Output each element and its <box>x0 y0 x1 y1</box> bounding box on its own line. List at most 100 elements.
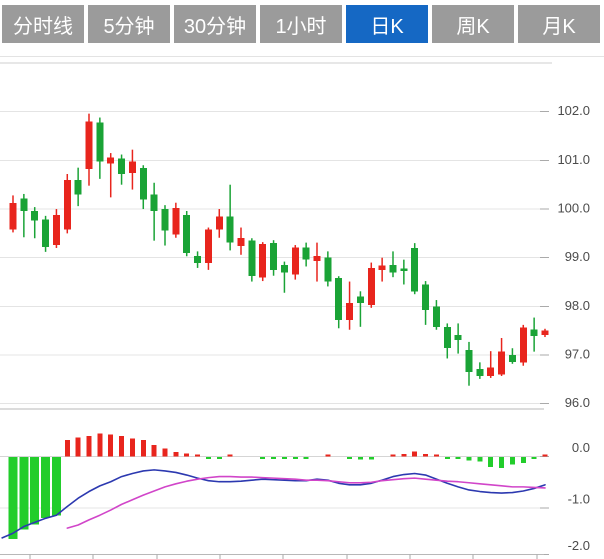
candle-down <box>248 240 256 277</box>
macd-histogram-bar-down <box>51 457 61 516</box>
candle-up <box>9 203 17 230</box>
macd-axis-label: -1.0 <box>568 491 590 506</box>
macd-histogram-bar-down <box>271 457 277 459</box>
price-axis-label: 96.0 <box>565 395 590 410</box>
candle-up <box>291 247 299 275</box>
candle-down <box>183 214 191 253</box>
price-axis-label: 100.0 <box>557 200 590 215</box>
macd-axis-label: -2.0 <box>568 538 590 553</box>
macd-histogram-bar-down <box>303 457 309 459</box>
macd-histogram-bar-down <box>260 457 266 459</box>
candle-down <box>118 158 126 174</box>
candle-up <box>346 302 354 321</box>
macd-histogram-bar-down <box>205 457 211 459</box>
price-axis-label: 97.0 <box>565 346 590 361</box>
macd-histogram-bar-up <box>412 451 418 457</box>
macd-histogram-bar-down <box>8 457 18 539</box>
macd-histogram-bar-down <box>531 457 537 459</box>
macd-histogram-bar-up <box>140 440 146 457</box>
macd-histogram-bar-up <box>173 451 179 457</box>
candle-down <box>96 122 104 162</box>
candle-down <box>476 369 484 376</box>
candle-down <box>454 335 462 340</box>
candle-up <box>259 244 267 278</box>
candle-down <box>356 296 364 303</box>
candle-down <box>411 247 419 292</box>
macd-histogram-bar-down <box>216 457 222 459</box>
macd-histogram-bar-up <box>433 454 439 457</box>
macd-histogram-bar-up <box>390 454 396 457</box>
macd-histogram-bar-down <box>30 457 40 525</box>
tab-1hour[interactable]: 1小时 <box>260 5 342 43</box>
candle-down <box>161 209 169 231</box>
tab-daily-k[interactable]: 日K <box>346 5 428 43</box>
macd-histogram-bar-down <box>19 457 29 530</box>
price-axis-label: 102.0 <box>557 103 590 118</box>
candle-up <box>52 214 60 246</box>
candle-down <box>422 284 430 310</box>
price-axis-label: 99.0 <box>565 249 590 264</box>
candle-up <box>204 229 212 264</box>
price-axis-label: 98.0 <box>565 298 590 313</box>
macd-histogram-bar-down <box>509 457 515 465</box>
macd-histogram-bar-up <box>227 454 233 457</box>
tab-monthly-k[interactable]: 月K <box>518 5 600 43</box>
candle-down <box>335 278 343 321</box>
candle-down <box>432 306 440 327</box>
macd-histogram-bar-up <box>86 435 92 457</box>
macd-histogram-bar-up <box>75 437 81 457</box>
macd-histogram-bar-up <box>423 453 429 457</box>
candle-down <box>443 326 451 349</box>
macd-axis-label: 0.0 <box>572 440 590 455</box>
candle-down <box>508 355 516 362</box>
macd-histogram-bar-up <box>195 454 201 457</box>
macd-dea-line <box>66 475 546 529</box>
candle-up <box>107 157 115 164</box>
candle-down <box>400 268 408 271</box>
candle-up <box>313 256 321 262</box>
tab-5min[interactable]: 5分钟 <box>88 5 170 43</box>
tab-time-line[interactable]: 分时线 <box>2 5 84 43</box>
candle-down <box>194 256 202 264</box>
candle-down <box>139 168 147 200</box>
candle-down <box>324 257 332 282</box>
candle-down <box>150 194 158 211</box>
candle-up <box>367 267 375 305</box>
candle-down <box>465 350 473 373</box>
candle-down <box>280 265 288 273</box>
candle-up <box>519 327 527 363</box>
macd-histogram-bar-down <box>444 457 450 459</box>
candle-down <box>20 198 28 211</box>
tab-weekly-k[interactable]: 周K <box>432 5 514 43</box>
macd-histogram-bar-up <box>401 454 407 457</box>
tab-30min[interactable]: 30分钟 <box>174 5 256 43</box>
candle-up <box>541 330 549 336</box>
candle-up <box>487 367 495 376</box>
macd-histogram-bar-down <box>357 457 363 460</box>
macd-histogram-bar-up <box>108 434 114 457</box>
macd-histogram-bar-down <box>455 457 461 460</box>
candle-up <box>128 161 136 174</box>
macd-histogram-bar-up <box>325 454 331 457</box>
tab-bar: 分时线 5分钟 30分钟 1小时 日K 周K 月K <box>0 5 604 43</box>
candle-down <box>31 210 39 221</box>
macd-histogram-bar-down <box>520 457 526 464</box>
macd-histogram-bar-down <box>292 457 298 459</box>
macd-histogram-bar-up <box>129 438 135 457</box>
candle-up <box>85 121 93 170</box>
candle-up <box>215 216 223 230</box>
candle-up <box>378 265 386 270</box>
candle-down <box>530 329 538 337</box>
macd-histogram-bar-up <box>151 445 157 457</box>
candle-down <box>42 219 50 248</box>
price-axis-label: 101.0 <box>557 152 590 167</box>
candle-down <box>74 179 82 195</box>
candle-up <box>172 208 180 235</box>
candle-up <box>498 351 506 375</box>
candle-down <box>389 265 397 273</box>
macd-histogram-bar-down <box>488 457 494 467</box>
candle-down <box>302 247 310 260</box>
candle-down <box>226 216 234 243</box>
